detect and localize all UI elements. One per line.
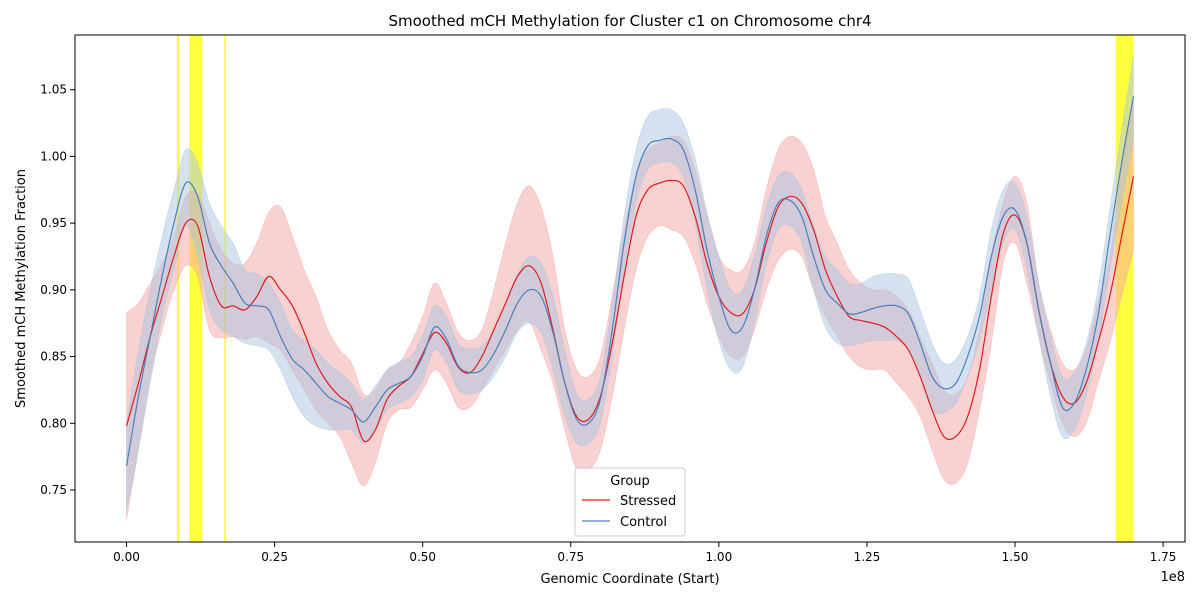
legend-control-label: Control [620, 515, 667, 530]
series-line-stressed [125, 176, 1135, 443]
x-tick-label: 0.50 [409, 550, 436, 564]
y-tick-label: 0.75 [40, 483, 67, 497]
x-tick-label: 0.75 [557, 550, 584, 564]
x-tick-label: 1.00 [705, 550, 732, 564]
confidence-bands [126, 56, 1134, 520]
y-tick-label: 1.00 [40, 149, 67, 163]
x-tick-label: 1.50 [1002, 550, 1029, 564]
series-lines [125, 96, 1135, 467]
chart-title: Smoothed mCH Methylation for Cluster c1 … [388, 12, 871, 30]
y-axis-ticks: 0.75 0.80 0.85 0.90 0.95 1.00 1.05 [40, 83, 75, 497]
x-tick-label: 1.75 [1150, 550, 1177, 564]
y-tick-label: 0.80 [40, 416, 67, 430]
plot-frame [74, 34, 1186, 543]
x-axis-label: Genomic Coordinate (Start) [540, 572, 719, 587]
confidence-band-control [126, 56, 1134, 511]
x-tick-label: 0.00 [113, 550, 140, 564]
legend-title: Group [610, 474, 650, 489]
y-tick-label: 1.05 [40, 83, 67, 97]
x-tick-label: 1.25 [854, 550, 881, 564]
y-tick-label: 0.90 [40, 283, 67, 297]
y-tick-label: 0.85 [40, 350, 67, 364]
y-tick-label: 0.95 [40, 216, 67, 230]
legend-stressed-label: Stressed [620, 494, 676, 509]
highlight-region [176, 35, 180, 542]
x-axis-offset-label: 1e8 [1160, 570, 1185, 585]
series-line-control [125, 96, 1135, 467]
legend: Group Stressed Control [574, 467, 686, 537]
x-tick-label: 0.25 [261, 550, 288, 564]
legend-box [574, 467, 686, 537]
y-axis-label: Smoothed mCH Methylation Fraction [14, 169, 29, 408]
x-axis-ticks: 0.00 0.25 0.50 0.75 1.00 1.25 1.50 1.75 [113, 542, 1176, 564]
